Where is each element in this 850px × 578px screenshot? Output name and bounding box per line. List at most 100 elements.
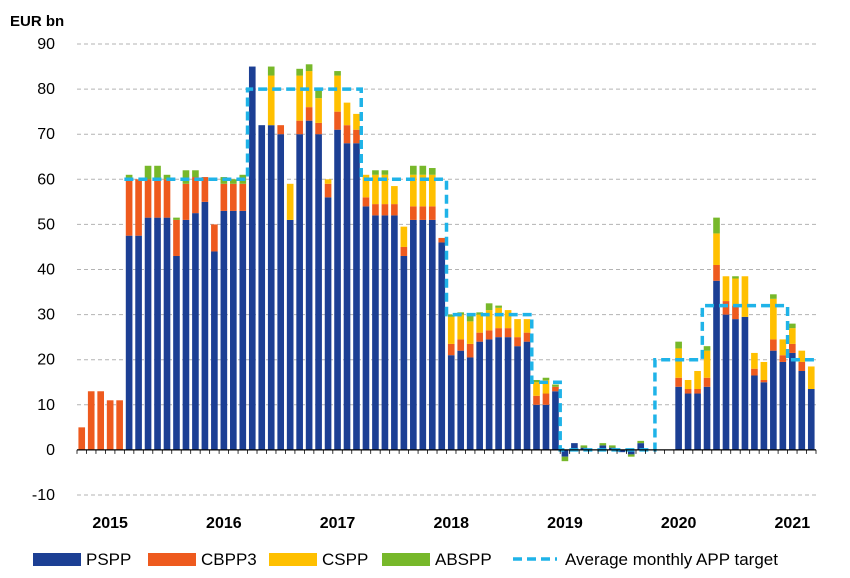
- legend-label-cbpp3: CBPP3: [201, 550, 257, 569]
- bar-cbpp3: [239, 183, 247, 211]
- bar-cbpp3: [457, 339, 465, 351]
- bar-pspp: [286, 219, 294, 450]
- bar-pspp: [438, 242, 446, 450]
- bar-cbpp3: [476, 332, 483, 342]
- bar-cbpp3: [722, 301, 730, 315]
- bar-cbpp3: [542, 393, 550, 405]
- bar-pspp: [571, 443, 578, 450]
- bar-abspp: [381, 170, 389, 175]
- bar-pspp: [144, 217, 152, 450]
- bar-cbpp3: [201, 177, 209, 202]
- bar-cbpp3: [173, 219, 180, 256]
- bar-cspp: [495, 307, 502, 329]
- bar-cbpp3: [116, 400, 123, 450]
- bar-pspp: [362, 206, 370, 450]
- bar-pspp: [334, 129, 341, 450]
- bar-cbpp3: [163, 179, 171, 218]
- y-tick-label: 50: [37, 216, 55, 233]
- legend-label-abspp: ABSPP: [435, 550, 492, 569]
- bar-cbpp3: [381, 204, 389, 216]
- bar-cbpp3: [125, 179, 133, 236]
- bar-pspp: [277, 134, 285, 450]
- x-axis: 2015 2016 2017 2018 2019 2020 2021: [76, 449, 817, 532]
- bar-cspp: [400, 226, 408, 247]
- bar-abspp: [125, 174, 133, 180]
- bar-pspp: [353, 143, 360, 450]
- bar-abspp: [372, 170, 379, 175]
- bar-cbpp3: [315, 122, 322, 135]
- bar-abspp: [267, 66, 275, 76]
- bar-pspp: [476, 341, 483, 450]
- bar-abspp: [485, 303, 493, 311]
- bar-pspp: [798, 370, 806, 450]
- bar-pspp: [267, 125, 275, 450]
- bar-cbpp3: [770, 339, 777, 351]
- bar-cspp: [343, 102, 351, 126]
- bar-pspp: [694, 393, 701, 450]
- legend-swatch-abspp: [382, 553, 430, 566]
- bar-abspp: [173, 217, 180, 220]
- bar-cspp: [694, 370, 701, 390]
- bar-pspp: [125, 235, 133, 450]
- bar-cbpp3: [533, 395, 540, 405]
- bar-pspp: [627, 449, 635, 455]
- bar-pspp: [504, 337, 512, 450]
- y-tick-label: 20: [37, 352, 55, 369]
- bar-cbpp3: [144, 179, 152, 218]
- x-tick-label: 2015: [92, 515, 128, 532]
- bar-cspp: [296, 75, 303, 121]
- bar-cspp: [741, 276, 749, 317]
- bar-pspp: [419, 219, 427, 450]
- bar-pspp: [807, 389, 815, 450]
- bar-cbpp3: [97, 391, 105, 450]
- bar-abspp: [770, 294, 777, 299]
- y-tick-label: 60: [37, 171, 55, 188]
- bar-cbpp3: [182, 183, 190, 220]
- bar-abspp: [334, 71, 341, 76]
- bar-cspp: [428, 174, 436, 207]
- bar-abspp: [580, 445, 588, 448]
- bar-cbpp3: [211, 224, 218, 252]
- bar-cbpp3: [362, 197, 370, 207]
- bar-abspp: [561, 456, 569, 462]
- bar-cbpp3: [391, 204, 398, 216]
- bar-pspp: [523, 341, 531, 450]
- bar-cbpp3: [296, 120, 303, 135]
- bar-pspp: [760, 382, 768, 450]
- legend-label-pspp: PSPP: [86, 550, 131, 569]
- bar-cspp: [267, 75, 275, 126]
- bar-cbpp3: [713, 264, 720, 281]
- bar-abspp: [476, 312, 483, 315]
- bar-abspp: [713, 217, 720, 234]
- bar-cbpp3: [324, 183, 332, 198]
- bar-cspp: [684, 379, 692, 390]
- bar-pspp: [192, 213, 199, 450]
- bar-abspp: [182, 170, 190, 184]
- bar-abspp: [552, 384, 559, 387]
- bar-cbpp3: [277, 125, 285, 135]
- y-tick-label: -10: [32, 487, 55, 504]
- bar-cspp: [419, 174, 427, 207]
- bar-pspp: [703, 386, 711, 450]
- bar-cspp: [353, 113, 360, 130]
- bar-abspp: [154, 165, 161, 180]
- bar-cbpp3: [504, 328, 512, 338]
- bar-pspp: [324, 197, 332, 450]
- bar-cbpp3: [779, 355, 787, 362]
- bar-pspp: [788, 352, 796, 450]
- bar-cspp: [788, 328, 796, 344]
- bar-pspp: [637, 443, 645, 450]
- bar-pspp: [713, 280, 720, 450]
- bar-pspp: [533, 404, 540, 450]
- bar-cspp: [798, 350, 806, 362]
- bar-pspp: [154, 217, 161, 450]
- bar-cbpp3: [220, 183, 228, 211]
- bar-abspp: [428, 168, 436, 175]
- bar-cbpp3: [675, 377, 682, 387]
- bar-pspp: [447, 355, 455, 450]
- bar-abspp: [627, 454, 635, 457]
- bar-cspp: [457, 314, 465, 340]
- bar-pspp: [410, 219, 417, 450]
- bar-cspp: [362, 174, 370, 198]
- bar-abspp: [599, 443, 607, 446]
